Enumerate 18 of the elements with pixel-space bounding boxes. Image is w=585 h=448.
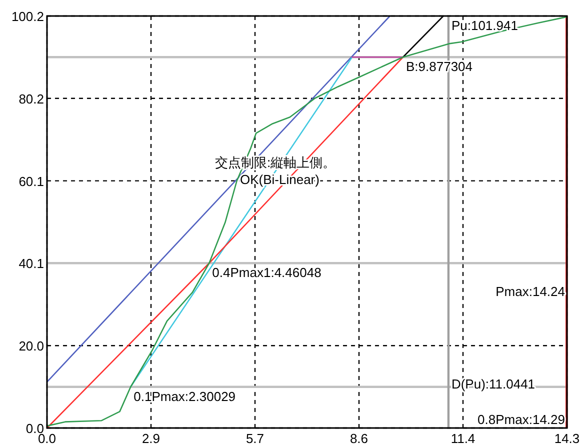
x-tick-label: 11.4 [450, 431, 476, 446]
line-series [46, 16, 568, 427]
annotation: Pu:101.941 [451, 18, 518, 33]
annotation: 0.8Pmax:14.29 [478, 412, 565, 427]
y-tick-label: 60.1 [18, 174, 44, 189]
x-tick-label: 8.6 [350, 431, 368, 446]
y-tick-label: 40.1 [18, 256, 44, 272]
y-tick-label: 80.2 [18, 91, 44, 106]
annotation: 0.1Pmax:2.30029 [134, 388, 236, 404]
x-tick-label: 5.7 [246, 431, 264, 446]
annotation: Pmax:14.24 [496, 284, 565, 299]
annotation: B:9.877304 [406, 59, 473, 74]
y-tick-label: 100.2 [11, 9, 44, 24]
y-tick-label: 20.0 [18, 338, 44, 354]
x-tick-label: 14.3 [554, 431, 580, 446]
x-tick-label: 2.9 [142, 431, 160, 446]
annotation: D(Pu):11.0441 [451, 376, 536, 392]
annotation: 0.4Pmax1:4.46048 [212, 265, 322, 280]
